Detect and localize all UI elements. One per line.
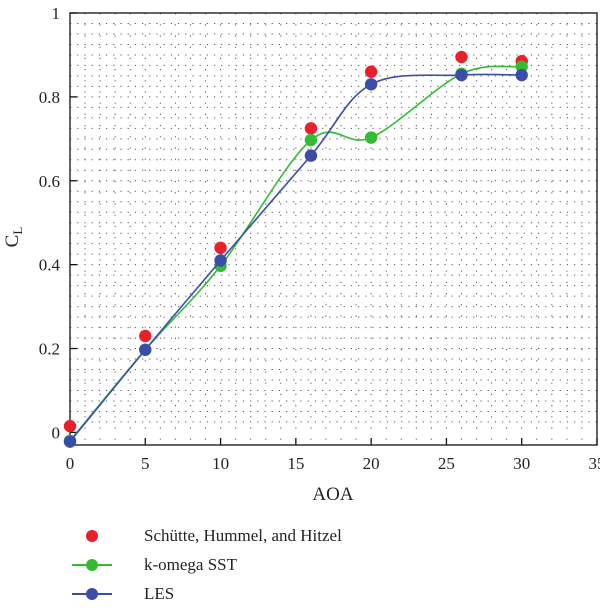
y-tick-label: 0.4 bbox=[39, 256, 61, 275]
x-tick-label: 0 bbox=[66, 454, 75, 473]
x-tick-label: 15 bbox=[287, 454, 304, 473]
legend-marker-les bbox=[86, 588, 98, 600]
data-point-les bbox=[214, 254, 226, 266]
y-tick-label: 1 bbox=[52, 4, 61, 23]
y-axis-title: CL bbox=[2, 227, 25, 248]
legend: Schütte, Hummel, and Hitzel k-omega SST … bbox=[72, 521, 342, 608]
x-tick-label: 5 bbox=[141, 454, 150, 473]
x-axis-title: AOA bbox=[312, 484, 353, 505]
legend-label-schutte: Schütte, Hummel, and Hitzel bbox=[144, 526, 342, 546]
chart: 0 5 10 15 20 25 30 35 0 0.2 0.4 0.6 0.8 1 AOA CL bbox=[0, 0, 600, 520]
legend-item-schutte: Schütte, Hummel, and Hitzel bbox=[72, 521, 342, 550]
legend-label-les: LES bbox=[144, 584, 174, 604]
y-axis-title-subscript: L bbox=[10, 227, 25, 235]
x-tick-label: 30 bbox=[513, 454, 530, 473]
y-tick-label: 0 bbox=[52, 423, 61, 442]
y-tick-label: 0.8 bbox=[39, 88, 60, 107]
x-tick-label: 35 bbox=[589, 454, 600, 473]
data-point-les bbox=[305, 149, 317, 161]
data-point-les bbox=[139, 344, 151, 356]
data-point-schutte bbox=[305, 122, 317, 134]
data-point-les bbox=[64, 435, 76, 447]
data-point-les bbox=[365, 78, 377, 90]
legend-item-komega: k-omega SST bbox=[72, 550, 342, 579]
data-point-schutte bbox=[455, 51, 467, 63]
data-point-schutte bbox=[139, 330, 151, 342]
data-point-schutte bbox=[365, 66, 377, 78]
legend-swatch-schutte bbox=[72, 526, 112, 546]
y-axis-title-main: C bbox=[2, 235, 23, 248]
data-point-les bbox=[516, 69, 528, 81]
legend-marker-schutte bbox=[86, 530, 98, 542]
x-tick-label: 25 bbox=[438, 454, 455, 473]
data-point-komega bbox=[365, 131, 377, 143]
data-point-komega bbox=[305, 134, 317, 146]
legend-swatch-les bbox=[72, 584, 112, 604]
x-tick-label: 10 bbox=[212, 454, 229, 473]
legend-label-komega: k-omega SST bbox=[144, 555, 237, 575]
data-point-schutte bbox=[64, 420, 76, 432]
y-tick-label: 0.6 bbox=[39, 172, 60, 191]
y-tick-label: 0.2 bbox=[39, 340, 60, 359]
legend-swatch-komega bbox=[72, 555, 112, 575]
data-point-les bbox=[455, 69, 467, 81]
data-point-schutte bbox=[214, 242, 226, 254]
legend-marker-komega bbox=[86, 559, 98, 571]
x-tick-label: 20 bbox=[363, 454, 380, 473]
